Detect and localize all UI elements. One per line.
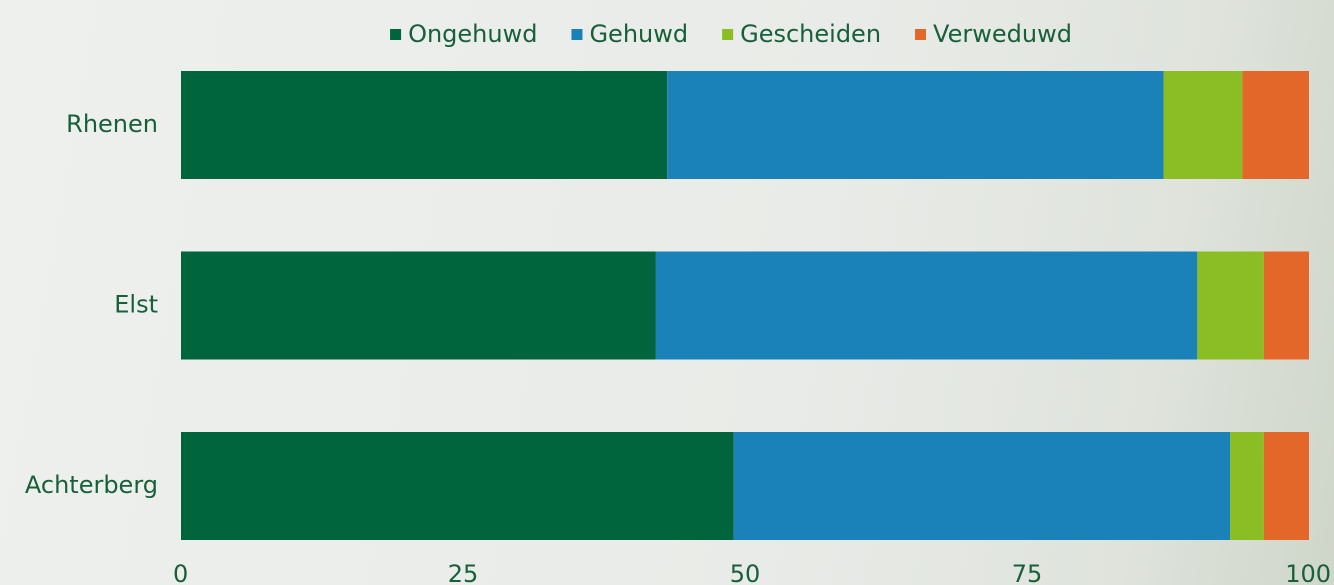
y-tick-label: Rhenen: [66, 110, 158, 138]
legend-label: Verweduwd: [933, 20, 1072, 48]
bar-segment: [181, 432, 734, 540]
x-tick-label: 100: [1285, 560, 1331, 585]
legend-marker: [571, 29, 583, 40]
x-tick-label: 50: [730, 560, 761, 585]
legend: Ongehuwd Gehuwd Gescheiden Verweduwd: [390, 20, 1072, 48]
bar-segment: [1263, 251, 1309, 360]
legend-marker: [390, 29, 402, 40]
legend-marker: [915, 29, 927, 40]
bar-segment: [1163, 71, 1243, 179]
x-tick-label: 0: [173, 560, 188, 585]
legend-label: Gescheiden: [740, 20, 881, 48]
bar-segment: [1197, 251, 1264, 360]
bar-segment: [181, 251, 656, 360]
bar-segment: [655, 251, 1198, 360]
bar-segment: [1230, 432, 1264, 540]
legend-label: Gehuwd: [589, 20, 688, 48]
bar-segment: [1263, 432, 1309, 540]
bar-segment: [1242, 71, 1309, 179]
bar-segment: [667, 71, 1164, 179]
legend-marker: [722, 29, 734, 40]
bar-segment: [733, 432, 1231, 540]
x-tick-label: 75: [1012, 560, 1043, 585]
legend-label: Ongehuwd: [408, 20, 537, 48]
bar-segment: [181, 71, 668, 179]
y-tick-label: Achterberg: [25, 471, 158, 499]
x-tick-label: 25: [448, 560, 479, 585]
y-tick-label: Elst: [114, 291, 158, 319]
